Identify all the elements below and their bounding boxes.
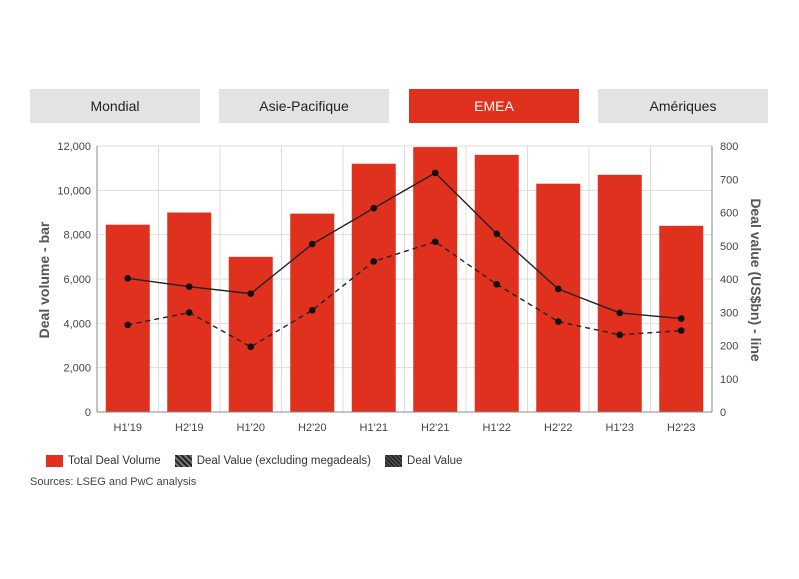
legend-label-value: Deal Value bbox=[407, 455, 463, 467]
x-tick-label: H1'20 bbox=[237, 422, 265, 434]
legend: Total Deal Volume Deal Value (excluding … bbox=[46, 452, 476, 470]
y-tick-label: 4,000 bbox=[63, 318, 91, 330]
data-point bbox=[616, 331, 624, 339]
y2-tick-label: 0 bbox=[720, 407, 726, 419]
y2-tick-label: 600 bbox=[720, 208, 738, 220]
data-point bbox=[308, 306, 316, 314]
data-point bbox=[185, 309, 193, 316]
y2-tick-label: 700 bbox=[720, 174, 738, 186]
legend-item-value: Deal Value bbox=[385, 455, 462, 467]
legend-label-volume: Total Deal Volume bbox=[68, 455, 161, 467]
y-tick-label: 10,000 bbox=[57, 185, 91, 197]
data-point bbox=[677, 315, 685, 322]
x-tick-label: H1'21 bbox=[360, 422, 388, 434]
bar bbox=[105, 224, 150, 412]
x-tick-label: H2'23 bbox=[667, 422, 695, 434]
x-tick-label: H2'19 bbox=[175, 422, 203, 434]
data-point bbox=[554, 318, 562, 325]
data-point bbox=[616, 309, 624, 317]
x-tick-label: H2'21 bbox=[421, 422, 449, 434]
x-tick-label: H1'19 bbox=[114, 422, 142, 434]
legend-swatch-volume bbox=[46, 455, 63, 467]
y-tick-label: 2,000 bbox=[63, 363, 91, 375]
y2-tick-label: 400 bbox=[720, 274, 738, 286]
data-point bbox=[185, 283, 193, 290]
bar bbox=[597, 174, 642, 412]
x-tick-label: H2'22 bbox=[544, 422, 572, 434]
source-note: Sources: LSEG and PwC analysis bbox=[30, 476, 197, 488]
series-line-ex-megadeals bbox=[127, 240, 682, 348]
y2-tick-label: 500 bbox=[720, 241, 738, 253]
bar bbox=[228, 256, 273, 412]
y2-tick-label: 800 bbox=[720, 141, 738, 153]
y-tick-label: 0 bbox=[85, 407, 91, 419]
bar bbox=[536, 183, 581, 412]
x-tick-label: H2'20 bbox=[298, 422, 326, 434]
data-point bbox=[124, 275, 132, 282]
tab-mondial[interactable]: Mondial bbox=[30, 89, 200, 123]
y2-axis-label: Deal value (US$bn) - line bbox=[748, 198, 764, 362]
legend-label-value-ex-megadeals: Deal Value (excluding megadeals) bbox=[196, 455, 372, 467]
data-point bbox=[247, 343, 255, 351]
y-tick-label: 12,000 bbox=[57, 141, 91, 153]
legend-item-value-ex-megadeals: Deal Value (excluding megadeals) bbox=[174, 455, 372, 467]
series-line-deal-value bbox=[127, 172, 682, 320]
legend-swatch-value-ex-megadeals bbox=[174, 455, 192, 467]
tab-emea[interactable]: EMEA bbox=[409, 89, 579, 123]
data-point bbox=[431, 169, 439, 177]
x-tick-label: H1'22 bbox=[483, 422, 511, 434]
x-tick-label: H1'23 bbox=[606, 422, 634, 434]
y-axis-label: Deal volume - bar bbox=[36, 221, 52, 338]
legend-swatch-value bbox=[385, 455, 403, 467]
tab-asie-pacifique[interactable]: Asie-Pacifique bbox=[219, 89, 389, 123]
data-point bbox=[124, 321, 132, 329]
data-point bbox=[370, 204, 378, 212]
data-point bbox=[493, 230, 501, 238]
data-point bbox=[247, 290, 255, 297]
y2-tick-label: 200 bbox=[720, 341, 738, 353]
data-point bbox=[370, 258, 378, 265]
y2-tick-label: 100 bbox=[720, 374, 738, 386]
data-point bbox=[677, 327, 685, 334]
data-point bbox=[493, 281, 501, 288]
bar bbox=[351, 163, 396, 412]
region-tabs: Mondial Asie-Pacifique EMEA Amériques bbox=[30, 89, 768, 123]
y-tick-label: 8,000 bbox=[63, 230, 91, 242]
data-point bbox=[431, 238, 439, 246]
tab-ameriques[interactable]: Amériques bbox=[598, 89, 768, 123]
y-tick-label: 6,000 bbox=[63, 274, 91, 286]
data-point bbox=[308, 240, 316, 248]
legend-item-volume: Total Deal Volume bbox=[46, 455, 161, 467]
y2-tick-label: 300 bbox=[720, 307, 738, 319]
data-point bbox=[554, 285, 562, 293]
bar bbox=[413, 147, 458, 412]
